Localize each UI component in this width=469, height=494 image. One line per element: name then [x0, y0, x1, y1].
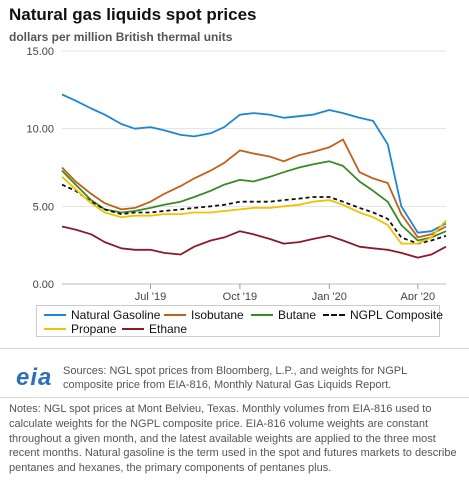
legend-swatch-3 — [323, 313, 345, 316]
legend-item-1[interactable]: Isobutane — [164, 308, 244, 322]
divider — [0, 348, 469, 349]
x-tick-label: Jan '20 — [312, 291, 347, 300]
sources-text: Sources: NGL spot prices from Bloomberg,… — [63, 365, 407, 391]
legend-item-4[interactable]: Propane — [44, 322, 116, 336]
y-tick-label: 15.00 — [26, 46, 54, 58]
series-line-natural-gasoline — [61, 93, 447, 234]
legend-swatch-4 — [44, 327, 66, 330]
legend-label-4: Propane — [71, 322, 117, 336]
legend-item-3[interactable]: NGPL Composite — [323, 308, 443, 322]
legend-swatch-5 — [122, 327, 144, 330]
line-chart: 0.00 5.00 10.00 15.00 Jul '19 Oct '19 Jan '20 A… — [26, 46, 447, 300]
legend-item-2[interactable]: Butane — [251, 308, 316, 322]
chart-title: Natural gas liquids spot prices — [9, 5, 257, 24]
x-tick-label: Oct '19 — [223, 291, 258, 300]
y-tick-label: 5.00 — [33, 201, 54, 213]
legend-swatch-1 — [164, 313, 186, 316]
notes-text: Notes: NGL spot prices at Mont Belvieu, … — [9, 403, 457, 475]
y-tick-label: 10.00 — [26, 124, 54, 136]
legend-label-1: Isobutane — [191, 308, 244, 322]
legend-label-2: Butane — [278, 308, 317, 322]
legend-swatch-2 — [251, 313, 273, 316]
legend-item-5[interactable]: Ethane — [122, 322, 187, 336]
series-line-ngpl-composite — [61, 183, 447, 245]
chart-subtitle: dollars per million British thermal unit… — [9, 30, 233, 44]
legend-label-5: Ethane — [149, 322, 188, 336]
eia-logo: eia — [16, 364, 53, 391]
chart-legend: Natural Gasoline Isobutane Butane NGPL C… — [36, 305, 443, 337]
y-tick-label: 0.00 — [33, 279, 54, 291]
legend-swatch-0 — [44, 313, 66, 316]
legend-label-3: NGPL Composite — [350, 308, 443, 322]
series-line-butane — [61, 160, 447, 242]
series-line-ethane — [61, 225, 447, 259]
legend-item-0[interactable]: Natural Gasoline — [44, 308, 160, 322]
series-line-isobutane — [61, 138, 447, 239]
x-tick-label: Apr '20 — [401, 291, 436, 300]
divider — [0, 397, 469, 398]
x-tick-label: Jul '19 — [135, 291, 166, 300]
legend-label-0: Natural Gasoline — [71, 308, 161, 322]
series-line-propane — [61, 176, 447, 245]
